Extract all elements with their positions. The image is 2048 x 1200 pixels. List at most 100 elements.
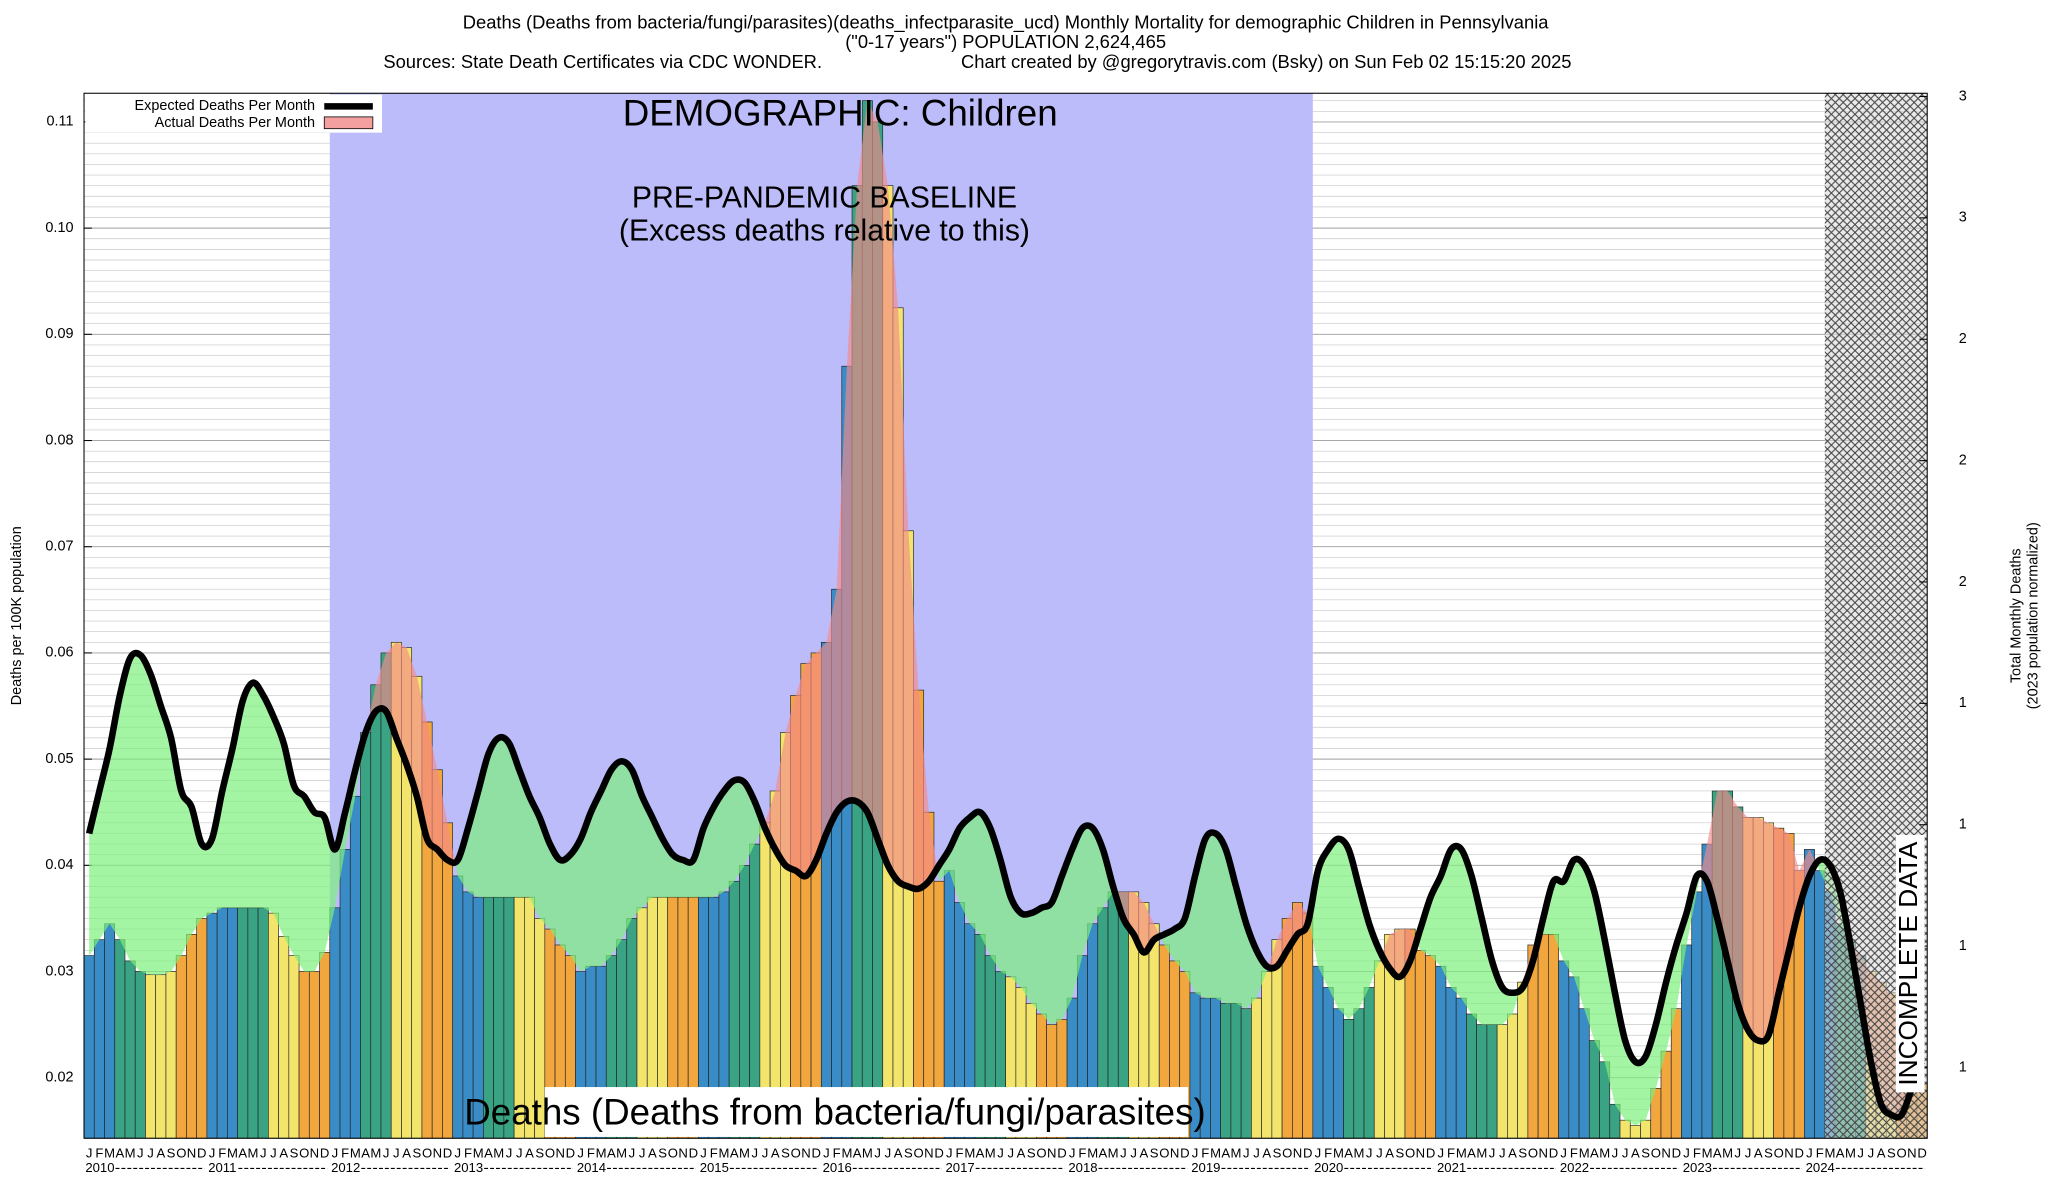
x-tick-label: S: [1887, 1145, 1896, 1160]
x-tick-label: D: [197, 1145, 206, 1160]
bar: [1312, 965, 1324, 1139]
bar: [93, 939, 105, 1139]
bar: [1670, 1008, 1682, 1139]
bar: [319, 952, 331, 1139]
x-tick-label: J: [1376, 1145, 1383, 1160]
demographic-label: DEMOGRAPHIC: Children: [623, 92, 1058, 133]
x-tick-label: M: [1210, 1145, 1221, 1160]
x-tick-label: A: [730, 1145, 739, 1160]
year-label: 2012: [331, 1160, 360, 1175]
bar: [1455, 997, 1467, 1139]
x-tick-label: M: [370, 1145, 381, 1160]
y2-tick-label: 1: [1959, 938, 1967, 954]
x-tick-label: J: [997, 1145, 1004, 1160]
bar: [1220, 1003, 1232, 1139]
bar: [237, 907, 249, 1139]
x-tick-label: J: [639, 1145, 646, 1160]
x-tick-label: N: [1661, 1145, 1670, 1160]
x-tick-label: A: [484, 1145, 493, 1160]
bar: [1548, 934, 1559, 1139]
expected-line: [85, 649, 1926, 1121]
y-tick-label: 0.08: [45, 432, 73, 448]
x-tick-label: O: [1036, 1145, 1046, 1160]
x-tick-label: F: [833, 1145, 841, 1160]
baseline-label: PRE-PANDEMIC BASELINE: [632, 182, 1017, 215]
x-tick-label: J: [209, 1145, 216, 1160]
x-tick-label: N: [1416, 1145, 1425, 1160]
bar: [1629, 1125, 1641, 1139]
y-tick-label: 0.02: [45, 1070, 73, 1086]
x-tick-label: A: [156, 1145, 165, 1160]
bar: [1507, 1013, 1518, 1139]
bar: [370, 684, 382, 1139]
x-tick-label: A: [1754, 1145, 1763, 1160]
bar: [308, 971, 320, 1139]
x-tick-label: J: [260, 1145, 267, 1160]
x-tick-label: N: [1784, 1145, 1793, 1160]
x-tick-label: A: [1590, 1145, 1599, 1160]
x-tick-label: A: [1508, 1145, 1517, 1160]
x-tick-label: M: [1353, 1145, 1364, 1160]
bar: [1691, 891, 1703, 1139]
y2-tick-label: 3: [1959, 88, 1967, 104]
bar: [329, 907, 341, 1139]
year-label: 2014: [577, 1160, 606, 1175]
bar: [298, 971, 310, 1139]
y-tick-label: 0.07: [45, 539, 73, 555]
x-tick-label: M: [104, 1145, 115, 1160]
x-tick-label: A: [1631, 1145, 1640, 1160]
y-tick-label: 0.04: [45, 857, 73, 873]
x-tick-label: N: [1538, 1145, 1547, 1160]
bar: [155, 974, 167, 1139]
x-tick-label: J: [1253, 1145, 1260, 1160]
x-tick-label: S: [167, 1145, 176, 1160]
x-tick-label: J: [506, 1145, 513, 1160]
bar: [134, 971, 146, 1139]
x-tick-label: J: [1192, 1145, 1199, 1160]
x-tick-label: A: [1099, 1145, 1108, 1160]
x-tick-label: S: [658, 1145, 667, 1160]
x-tick-label: J: [393, 1145, 400, 1160]
bar: [1322, 987, 1334, 1139]
x-tick-label: J: [454, 1145, 461, 1160]
x-tick-label: N: [1170, 1145, 1179, 1160]
x-tick-label: J: [823, 1145, 830, 1160]
x-tick-label: J: [516, 1145, 523, 1160]
x-tick-label: S: [412, 1145, 421, 1160]
y2-axis-label: (2023 population normalized): [2025, 522, 2041, 709]
x-tick-label: J: [874, 1145, 881, 1160]
x-tick-label: S: [1273, 1145, 1282, 1160]
y-tick-label: 0.05: [45, 751, 73, 767]
bar: [1343, 1018, 1355, 1139]
x-tick-label: M: [1087, 1145, 1098, 1160]
bar: [1353, 1008, 1365, 1139]
bar: [196, 918, 208, 1139]
x-tick-label: N: [1293, 1145, 1302, 1160]
plot-frame: [83, 92, 1928, 1139]
x-tick-label: M: [1108, 1145, 1119, 1160]
x-tick-label: A: [1017, 1145, 1026, 1160]
x-tick-label: O: [1405, 1145, 1415, 1160]
x-tick-label: S: [1641, 1145, 1650, 1160]
x-tick-label: M: [1722, 1145, 1733, 1160]
x-tick-label: D: [1672, 1145, 1681, 1160]
x-tick-label: J: [1806, 1145, 1813, 1160]
x-tick-label: J: [1243, 1145, 1250, 1160]
x-tick-label: N: [555, 1145, 564, 1160]
x-tick-label: A: [1221, 1145, 1230, 1160]
year-label: 2010: [85, 1160, 114, 1175]
x-tick-label: D: [689, 1145, 698, 1160]
x-tick-label: D: [1057, 1145, 1066, 1160]
x-tick-label: M: [862, 1145, 873, 1160]
x-tick-label: A: [361, 1145, 370, 1160]
x-tick-label: A: [1344, 1145, 1353, 1160]
x-tick-label: A: [1467, 1145, 1476, 1160]
x-tick-label: M: [719, 1145, 730, 1160]
bar: [1517, 981, 1529, 1139]
year-label: 2024: [1806, 1160, 1835, 1175]
x-tick-label: O: [1528, 1145, 1538, 1160]
bar: [145, 974, 157, 1139]
x-tick-label: A: [1836, 1145, 1845, 1160]
bar: [1210, 997, 1221, 1139]
x-tick-label: F: [341, 1145, 349, 1160]
